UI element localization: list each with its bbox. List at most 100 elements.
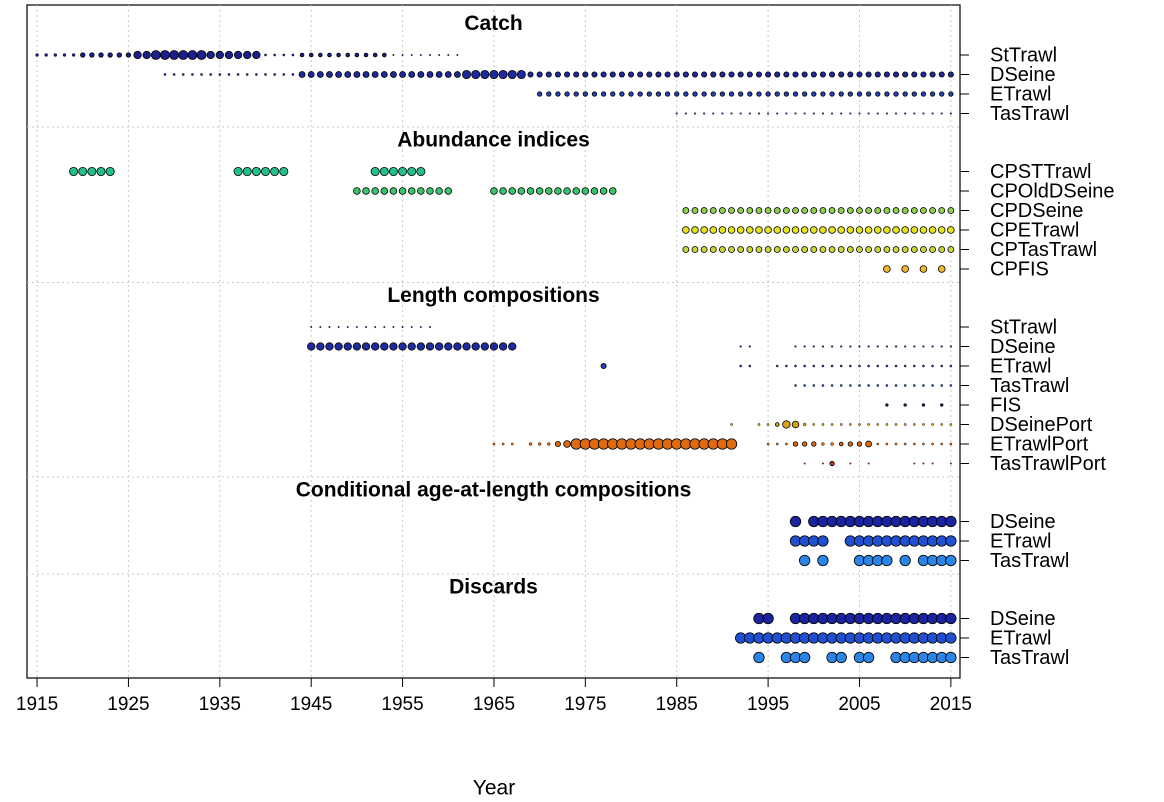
data-dot <box>536 91 543 97</box>
data-dot <box>929 91 936 97</box>
row-label: CPTasTrawl <box>990 239 1097 261</box>
data-dot <box>812 384 816 387</box>
data-dot <box>846 207 854 214</box>
data-dot <box>931 384 934 387</box>
data-dot <box>628 91 634 97</box>
data-dot <box>865 207 873 214</box>
data-dot <box>762 612 774 625</box>
data-dot <box>821 423 825 426</box>
data-dot <box>389 187 398 195</box>
data-dot <box>655 71 662 78</box>
data-dot <box>901 226 909 234</box>
data-dot <box>775 442 779 446</box>
data-dot <box>35 53 39 57</box>
data-dot <box>847 71 854 78</box>
data-dot <box>89 52 95 58</box>
data-dot <box>712 112 715 115</box>
data-dot <box>839 364 843 368</box>
data-dot <box>920 207 927 214</box>
data-dot <box>894 423 898 426</box>
data-dot <box>803 364 806 368</box>
data-dot <box>819 71 826 78</box>
data-dot <box>883 265 891 273</box>
data-dot <box>510 442 514 446</box>
data-dot <box>392 326 395 328</box>
data-dot <box>336 52 341 58</box>
data-dot <box>462 69 472 80</box>
data-dot <box>847 441 853 447</box>
data-dot <box>270 166 280 177</box>
data-dot <box>892 226 900 234</box>
data-dot <box>904 112 907 115</box>
data-dot <box>746 207 754 214</box>
data-dot <box>785 364 788 368</box>
data-dot <box>361 342 371 351</box>
data-dot <box>618 71 625 78</box>
section-title: Discards <box>449 576 538 599</box>
data-dot <box>875 91 881 97</box>
data-dot <box>819 246 827 253</box>
data-dot <box>753 651 765 664</box>
x-axis-title: Year <box>473 777 515 800</box>
x-tick-label: 1925 <box>107 694 149 715</box>
data-dot <box>719 246 726 253</box>
data-dot <box>902 91 908 97</box>
data-dot <box>353 71 361 78</box>
data-dot <box>765 91 771 97</box>
data-dot <box>901 207 909 214</box>
data-dot <box>856 246 863 253</box>
data-dot <box>581 187 590 195</box>
data-dot <box>912 384 916 387</box>
data-dot <box>791 420 800 429</box>
data-dot <box>242 166 252 177</box>
data-dot <box>912 423 916 426</box>
data-dot <box>224 50 234 60</box>
data-dot <box>719 91 726 97</box>
data-dot <box>867 112 870 115</box>
x-tick-label: 1975 <box>564 694 606 715</box>
data-dot <box>829 71 836 78</box>
data-dot <box>196 50 207 60</box>
data-dot <box>858 364 861 368</box>
row-label: DSeine <box>990 608 1056 630</box>
data-dot <box>794 384 797 387</box>
data-dot <box>429 326 431 328</box>
data-dot <box>335 71 343 78</box>
data-dot <box>881 554 893 567</box>
data-dot <box>719 207 726 214</box>
data-dot <box>362 71 370 78</box>
data-dot <box>709 246 717 253</box>
data-dot <box>554 187 562 195</box>
data-dot <box>273 73 276 76</box>
data-dot <box>937 265 946 273</box>
data-dot <box>817 535 829 547</box>
data-dot <box>346 326 349 328</box>
data-dot <box>794 345 797 348</box>
data-dot <box>937 226 946 234</box>
data-dot <box>883 246 891 253</box>
x-tick-label: 1955 <box>381 694 423 715</box>
data-dot <box>372 52 378 58</box>
data-dot <box>719 71 726 78</box>
data-dot <box>830 384 834 387</box>
data-dot <box>354 52 360 58</box>
data-dot <box>600 91 607 97</box>
data-dot <box>801 207 809 214</box>
data-dot <box>738 91 744 97</box>
row-label: CPFIS <box>990 258 1049 280</box>
data-dot <box>227 73 231 76</box>
data-dot <box>528 442 533 446</box>
data-dot <box>471 69 481 80</box>
data-dot <box>757 423 761 426</box>
data-dot <box>245 73 249 76</box>
data-dot <box>812 112 815 115</box>
data-dot <box>789 515 802 528</box>
data-dot <box>791 226 800 234</box>
data-dot <box>498 69 508 80</box>
data-dot <box>819 226 827 234</box>
data-dot <box>218 73 222 76</box>
data-dot <box>682 71 689 78</box>
data-dot <box>133 50 142 60</box>
data-dot <box>945 632 957 644</box>
